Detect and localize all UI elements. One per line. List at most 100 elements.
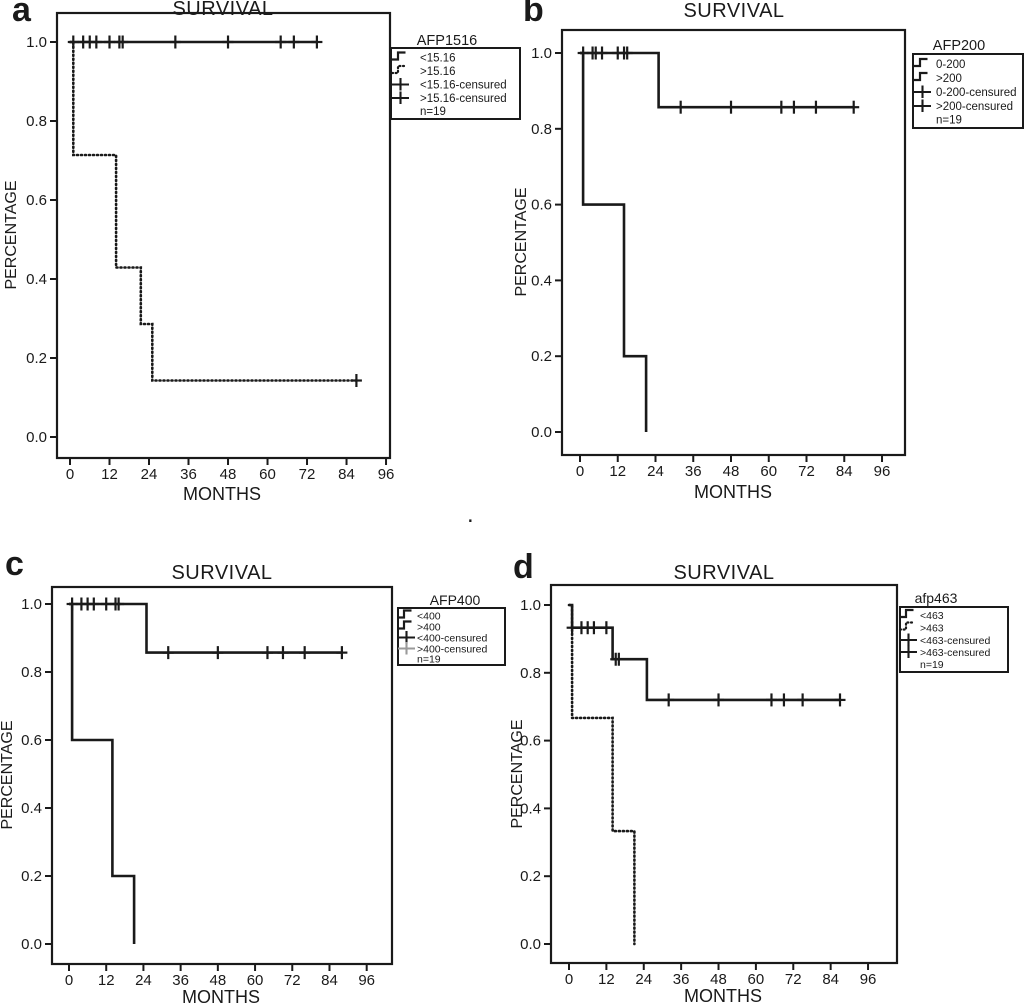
y-tick-label: 0.4 xyxy=(21,800,42,817)
legend-note: n=19 xyxy=(420,106,446,118)
y-tick-label: 0.6 xyxy=(26,192,47,209)
panel-label-b: b xyxy=(523,0,544,29)
y-axis-label: PERCENTAGE xyxy=(513,187,530,296)
x-tick-label: 60 xyxy=(247,972,264,989)
x-tick-label: 12 xyxy=(609,463,626,480)
legend-item-label: <463-censured xyxy=(920,635,991,647)
x-tick-label: 60 xyxy=(748,971,765,988)
y-tick-label: 0.8 xyxy=(21,664,42,681)
x-tick-label: 12 xyxy=(598,971,615,988)
legend-item-label: <400-censured xyxy=(417,633,488,645)
legend-item-label: <463 xyxy=(920,610,944,622)
x-tick-label: 24 xyxy=(141,466,158,483)
km-curve-solid xyxy=(580,51,854,109)
x-tick-label: 84 xyxy=(822,971,839,988)
y-tick-label: 0.8 xyxy=(531,121,552,138)
x-tick-label: 36 xyxy=(673,971,690,988)
survival-plot-d: SURVIVAL MONTHS PERCENTAGE 0.0 0.2 0.4 0.6 0.8 1… xyxy=(509,562,1009,1005)
y-tick-label: 0.4 xyxy=(531,272,552,289)
panel-label-c: c xyxy=(5,545,24,583)
legend-item-label: >400-censured xyxy=(417,644,488,656)
y-tick-label: 0.0 xyxy=(21,936,42,953)
km-curve-solid xyxy=(69,602,136,944)
y-tick-label: 0.2 xyxy=(21,868,42,885)
plot-title: SURVIVAL xyxy=(683,0,784,22)
x-tick-label: 60 xyxy=(259,466,276,483)
y-axis-label: PERCENTAGE xyxy=(3,180,20,289)
legend-item-label: >463 xyxy=(920,623,944,635)
x-tick-label: 48 xyxy=(220,466,237,483)
legend-item-label: >15.16-censured xyxy=(420,93,507,105)
x-tick-label: 0 xyxy=(66,466,74,483)
legend-item-label: 0-200-censured xyxy=(936,87,1017,99)
legend-glyph-step-solid xyxy=(900,608,914,619)
y-axis-label: PERCENTAGE xyxy=(509,719,526,828)
x-tick-label: 60 xyxy=(760,463,777,480)
x-tick-label: 48 xyxy=(710,971,727,988)
legend-item-label: >400 xyxy=(417,622,441,634)
plot-frame xyxy=(560,28,907,457)
x-tick-label: 48 xyxy=(210,972,227,989)
x-axis-label: MONTHS xyxy=(694,482,772,502)
y-tick-label: 0.4 xyxy=(26,271,47,288)
legend-title: AFP400 xyxy=(430,592,481,608)
x-tick-label: 0 xyxy=(65,972,73,989)
x-tick-label: 24 xyxy=(635,971,652,988)
y-tick-label: 0.6 xyxy=(531,197,552,214)
y-tick-label: 1.0 xyxy=(21,596,42,613)
km-curve-dotted xyxy=(567,603,636,946)
y-tick-label: 0.0 xyxy=(520,936,541,953)
x-tick-label: 24 xyxy=(135,972,152,989)
panel-label-d: d xyxy=(513,548,534,586)
km-curve-dotted xyxy=(68,40,358,382)
legend-note: n=19 xyxy=(920,659,944,671)
legend-item-label: <15.16-censured xyxy=(420,80,507,92)
plot-title: SURVIVAL xyxy=(172,0,273,20)
survival-plot-a: SURVIVAL MONTHS PERCENTAGE 0.0 0.2 0.4 0.6 0.8 1… xyxy=(3,0,521,504)
legend-item-label: <400 xyxy=(417,611,441,623)
legend-glyph-step-solid xyxy=(392,51,406,61)
y-tick-label: 0.2 xyxy=(531,348,552,365)
x-tick-label: 12 xyxy=(101,466,118,483)
legend-box xyxy=(390,47,521,120)
y-tick-label: 0.6 xyxy=(21,732,42,749)
plot-frame xyxy=(55,11,392,460)
legend-title: afp463 xyxy=(915,590,958,606)
x-tick-label: 48 xyxy=(723,463,740,480)
legend-item-label: >15.16 xyxy=(420,66,456,78)
km-curve-solid xyxy=(569,603,840,702)
legend-glyph-step-solid xyxy=(398,609,412,619)
y-tick-label: 0.0 xyxy=(531,424,552,441)
legend-title: AFP200 xyxy=(933,38,985,54)
y-tick-label: 0.8 xyxy=(520,665,541,682)
x-tick-label: 96 xyxy=(860,971,877,988)
x-tick-label: 72 xyxy=(284,972,301,989)
survival-plot-b: SURVIVAL MONTHS PERCENTAGE 0.0 0.2 0.4 0.6 0.8 1… xyxy=(513,0,1024,502)
legend-note: n=19 xyxy=(417,654,441,666)
x-axis-label: MONTHS xyxy=(183,484,261,504)
legend-item-label: <15.16 xyxy=(420,53,456,65)
x-tick-label: 84 xyxy=(836,463,853,480)
x-tick-label: 0 xyxy=(565,971,573,988)
legend-glyph-step-dotted xyxy=(390,64,407,75)
stray-dot: . xyxy=(467,501,474,528)
legend-title: AFP1516 xyxy=(417,33,477,49)
y-tick-label: 1.0 xyxy=(520,597,541,614)
x-tick-label: 72 xyxy=(299,466,316,483)
x-axis-label: MONTHS xyxy=(684,986,762,1005)
legend-glyph-step-dotted xyxy=(898,621,915,631)
plot-title: SURVIVAL xyxy=(673,562,774,584)
x-axis-label: MONTHS xyxy=(182,987,260,1005)
x-tick-label: 96 xyxy=(358,972,375,989)
x-tick-label: 12 xyxy=(98,972,115,989)
legend-item-label: >200-censured xyxy=(936,101,1013,113)
plot-frame xyxy=(50,585,394,966)
survival-plot-c: SURVIVAL MONTHS PERCENTAGE 0.0 0.2 0.4 0.6 0.8 1… xyxy=(0,562,506,1005)
plot-title: SURVIVAL xyxy=(171,562,272,584)
y-tick-label: 0.6 xyxy=(520,733,541,750)
legend-item-label: 0-200 xyxy=(936,59,965,71)
x-tick-label: 84 xyxy=(321,972,338,989)
x-tick-label: 96 xyxy=(874,463,891,480)
x-tick-label: 72 xyxy=(798,463,815,480)
panel-label-a: a xyxy=(12,0,31,29)
